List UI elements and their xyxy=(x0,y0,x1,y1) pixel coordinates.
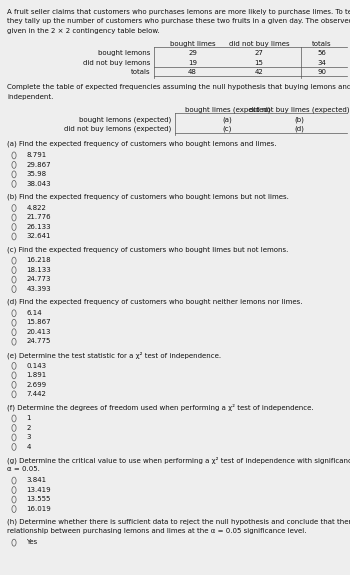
Text: 19: 19 xyxy=(188,59,197,66)
Text: bought limes (expected): bought limes (expected) xyxy=(185,106,270,113)
Text: 27: 27 xyxy=(254,50,264,56)
Text: independent.: independent. xyxy=(7,94,53,99)
Text: 18.133: 18.133 xyxy=(26,267,51,273)
Text: 29: 29 xyxy=(188,50,197,56)
Text: bought limes: bought limes xyxy=(170,40,215,47)
Text: 8.791: 8.791 xyxy=(26,152,47,158)
Text: (d) Find the expected frequency of customers who bought neither lemons nor limes: (d) Find the expected frequency of custo… xyxy=(7,298,302,305)
Text: 42: 42 xyxy=(255,69,263,75)
Text: 4.822: 4.822 xyxy=(26,205,46,210)
Text: (c): (c) xyxy=(223,125,232,132)
Text: given in the 2 × 2 contingency table below.: given in the 2 × 2 contingency table bel… xyxy=(7,28,160,33)
Text: Yes: Yes xyxy=(26,539,37,545)
Text: did not buy limes (expected): did not buy limes (expected) xyxy=(249,106,350,113)
Text: relationship between purchasing lemons and limes at the α = 0.05 significance le: relationship between purchasing lemons a… xyxy=(7,528,307,534)
Text: (b): (b) xyxy=(294,116,304,122)
Text: did not buy lemons (expected): did not buy lemons (expected) xyxy=(64,125,172,132)
Text: Complete the table of expected frequencies assuming the null hypothesis that buy: Complete the table of expected frequenci… xyxy=(7,84,350,90)
Text: 24.775: 24.775 xyxy=(26,338,51,344)
Text: 16.218: 16.218 xyxy=(26,257,51,263)
Text: 48: 48 xyxy=(188,69,197,75)
Text: (h) Determine whether there is sufficient data to reject the null hypothesis and: (h) Determine whether there is sufficien… xyxy=(7,519,350,525)
Text: 2.699: 2.699 xyxy=(26,381,46,388)
Text: bought lemons (expected): bought lemons (expected) xyxy=(79,116,172,122)
Text: (c) Find the expected frequency of customers who bought limes but not lemons.: (c) Find the expected frequency of custo… xyxy=(7,246,288,252)
Text: 1.891: 1.891 xyxy=(26,372,47,378)
Text: (f) Determine the degrees of freedom used when performing a χ² test of independe: (f) Determine the degrees of freedom use… xyxy=(7,404,314,412)
Text: (e) Determine the test statistic for a χ² test of independence.: (e) Determine the test statistic for a χ… xyxy=(7,351,221,359)
Text: did not buy limes: did not buy limes xyxy=(229,40,289,47)
Text: did not buy lemons: did not buy lemons xyxy=(83,59,150,66)
Text: totals: totals xyxy=(312,40,332,47)
Text: 6.14: 6.14 xyxy=(26,310,42,316)
Text: 13.419: 13.419 xyxy=(26,486,51,493)
Text: 2: 2 xyxy=(26,424,31,431)
Text: 29.867: 29.867 xyxy=(26,162,51,167)
Text: 13.555: 13.555 xyxy=(26,496,51,502)
Text: 0.143: 0.143 xyxy=(26,362,46,369)
Text: 34: 34 xyxy=(317,59,327,66)
Text: bought lemons: bought lemons xyxy=(98,50,150,56)
Text: 7.442: 7.442 xyxy=(26,391,46,397)
Text: 16.019: 16.019 xyxy=(26,505,51,512)
Text: A fruit seller claims that customers who purchases lemons are more likely to pur: A fruit seller claims that customers who… xyxy=(7,9,350,14)
Text: 24.773: 24.773 xyxy=(26,276,51,282)
Text: (g) Determine the critical value to use when performing a χ² test of independenc: (g) Determine the critical value to use … xyxy=(7,457,350,464)
Text: 3: 3 xyxy=(26,434,31,440)
Text: 56: 56 xyxy=(317,50,327,56)
Text: 15: 15 xyxy=(254,59,264,66)
Text: 4: 4 xyxy=(26,443,31,450)
Text: (b) Find the expected frequency of customers who bought lemons but not limes.: (b) Find the expected frequency of custo… xyxy=(7,193,289,200)
Text: 21.776: 21.776 xyxy=(26,214,51,220)
Text: 38.043: 38.043 xyxy=(26,181,51,186)
Text: 90: 90 xyxy=(317,69,327,75)
Text: 35.98: 35.98 xyxy=(26,171,46,177)
Text: 1: 1 xyxy=(26,415,31,421)
Text: 20.413: 20.413 xyxy=(26,329,51,335)
Text: 32.641: 32.641 xyxy=(26,233,51,239)
Text: totals: totals xyxy=(131,69,150,75)
Text: 26.133: 26.133 xyxy=(26,224,51,229)
Text: α = 0.05.: α = 0.05. xyxy=(7,466,40,472)
Text: 3.841: 3.841 xyxy=(26,477,46,483)
Text: (d): (d) xyxy=(294,125,304,132)
Text: 15.867: 15.867 xyxy=(26,319,51,325)
Text: (a): (a) xyxy=(223,116,232,122)
Text: (a) Find the expected frequency of customers who bought lemons and limes.: (a) Find the expected frequency of custo… xyxy=(7,141,276,147)
Text: they tally up the number of customers who purchase these two fruits in a given d: they tally up the number of customers wh… xyxy=(7,18,350,24)
Text: 43.393: 43.393 xyxy=(26,286,51,292)
